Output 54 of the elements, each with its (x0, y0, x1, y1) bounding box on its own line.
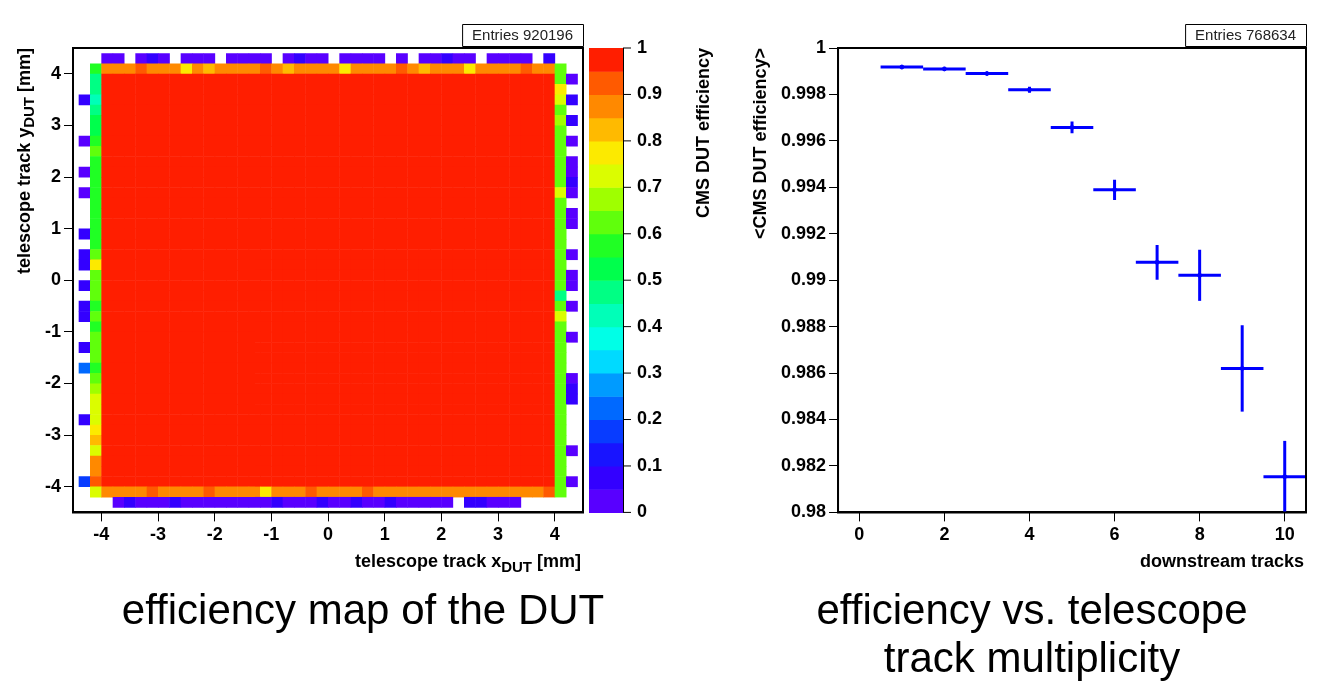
color-bar-label: 0.1 (637, 454, 663, 475)
x-tick-label: 2 (939, 524, 950, 545)
color-bar-label: 0.4 (637, 315, 663, 336)
y-tick-label: 4 (50, 62, 61, 83)
y-tick-label: -3 (44, 423, 61, 444)
color-bar-label: 0.5 (637, 269, 663, 290)
x-tick-label: 0 (854, 524, 865, 545)
color-bar-label: 0.6 (637, 222, 663, 243)
color-bar-title: CMS DUT efficiency (693, 48, 714, 219)
y-tick-label: 2 (50, 165, 61, 186)
y-tick-label: 0.996 (781, 129, 827, 150)
x-tick-label: 6 (1109, 524, 1120, 545)
text: efficiency map of the DUT (120, 586, 606, 634)
color-bar-label: 0 (637, 501, 648, 522)
x-tick-label: 4 (549, 524, 560, 545)
x-tick-label: 4 (1024, 524, 1035, 545)
x-tick-label: 1 (379, 524, 390, 545)
y-tick-label: 0 (50, 269, 61, 290)
y-tick-label: 0.986 (781, 362, 827, 383)
color-bar-label: 0.8 (637, 129, 663, 150)
x-tick-label: 8 (1194, 524, 1205, 545)
x-tick-label: -1 (263, 524, 280, 545)
y-tick-label: 0.98 (791, 501, 827, 522)
y-tick-label: 3 (50, 114, 61, 135)
x-tick-label: 10 (1274, 524, 1295, 545)
color-bar-label: 0.7 (637, 176, 663, 197)
color-bar-label: 0.2 (637, 408, 663, 429)
y-tick-label: -2 (44, 372, 61, 393)
y-tick-label: 1 (50, 217, 61, 238)
text: Entries 920196 (472, 26, 573, 44)
x-axis-title: downstream tracks (1139, 551, 1304, 572)
color-bar-label: 1 (637, 36, 648, 57)
color-bar-label: 0.3 (637, 362, 663, 383)
y-tick-label: 0.992 (781, 222, 827, 243)
x-tick-label: 3 (492, 524, 504, 545)
x-tick-label: 0 (322, 524, 334, 545)
y-tick-label: -1 (44, 320, 61, 341)
color-bar-label: 0.9 (637, 83, 663, 104)
y-tick-label: 0.984 (781, 408, 827, 429)
text: Entries 768634 (1195, 26, 1296, 44)
x-tick-label: -2 (206, 524, 223, 545)
y-tick-label: 1 (816, 36, 827, 57)
y-tick-label: 0.982 (781, 454, 827, 475)
x-tick-label: 2 (436, 524, 447, 545)
y-tick-label: 0.99 (791, 269, 827, 290)
x-axis-title: telescope track x$_{DUT}$ [mm] (355, 551, 581, 575)
y-axis-title: <CMS DUT efficiency> (750, 48, 771, 240)
text: efficiency vs. telescope track multiplicity (815, 586, 1249, 682)
y-tick-label: 0.988 (781, 315, 827, 336)
x-tick-label: -3 (150, 524, 167, 545)
y-tick-label: 0.998 (781, 83, 827, 104)
y-tick-label: -4 (44, 475, 61, 496)
x-tick-label: -4 (93, 524, 110, 545)
y-tick-label: 0.994 (781, 176, 827, 197)
